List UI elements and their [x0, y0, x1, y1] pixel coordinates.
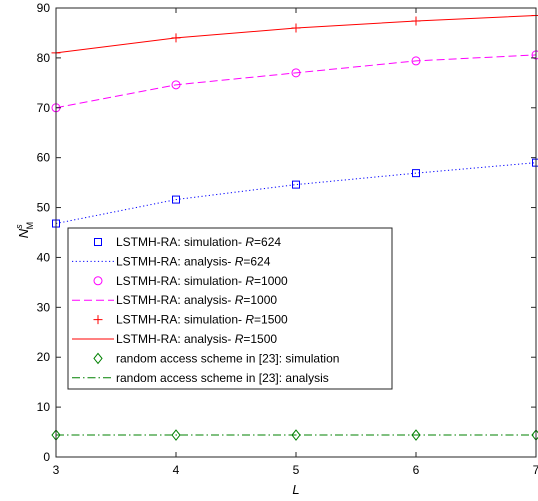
- legend-label: LSTMH-RA: analysis- R=624: [116, 254, 271, 268]
- legend-label-suffix: =624: [254, 235, 281, 249]
- legend-item-random-access-scheme-in-23-simulation: random access scheme in [23]: simulation: [93, 351, 339, 365]
- legend-label-prefix: LSTMH-RA: simulation-: [116, 313, 245, 327]
- legend-label-prefix: LSTMH-RA: analysis-: [116, 293, 235, 307]
- legend-item-lstmh-ra-analysis-r-624: LSTMH-RA: analysis- R=624: [72, 254, 271, 268]
- legend-label-prefix: random access scheme in [23]: analysis: [116, 371, 329, 385]
- legend-marker-square: [94, 238, 102, 246]
- y-tick-label-10: 10: [37, 400, 51, 414]
- legend-label-suffix: =1500: [254, 313, 288, 327]
- legend-label-param: R: [235, 293, 244, 307]
- legend-marker-circle: [93, 276, 103, 286]
- legend-item-lstmh-ra-simulation-r-1500: LSTMH-RA: simulation- R=1500: [93, 313, 288, 327]
- y-tick-label-20: 20: [37, 350, 51, 364]
- legend-label-suffix: =1000: [254, 274, 288, 288]
- legend-marker-diamond: [93, 352, 103, 365]
- y-tick-label-60: 60: [37, 151, 51, 165]
- legend-label-prefix: LSTMH-RA: analysis-: [116, 332, 235, 346]
- y-axis-label: NsM: [14, 222, 35, 238]
- line-lstmh-ra-analysis-r-624: [55, 162, 537, 225]
- y-tick-label-90: 90: [37, 1, 51, 15]
- x-tick-label-7: 7: [533, 463, 538, 477]
- legend-item-lstmh-ra-analysis-r-1000: LSTMH-RA: analysis- R=1000: [72, 293, 277, 307]
- series-lstmh-ra-simulation-r-1500: [51, 10, 538, 58]
- legend-label-param: R: [245, 274, 254, 288]
- x-tick-label-5: 5: [293, 463, 300, 477]
- legend-label: LSTMH-RA: simulation- R=624: [116, 235, 281, 249]
- data-point-diamond-6-2: [291, 429, 301, 441]
- legend-label-param: R: [235, 332, 244, 346]
- legend-label-suffix: =624: [243, 254, 270, 268]
- x-tick-label-6: 6: [413, 463, 420, 477]
- x-tick-label-4: 4: [173, 463, 180, 477]
- data-point-diamond-6-3: [411, 429, 421, 441]
- data-point-square-0-2: [292, 180, 300, 189]
- series-lstmh-ra-analysis-r-1000: [55, 54, 537, 109]
- y-tick-label-70: 70: [37, 101, 51, 115]
- series-lstmh-ra-analysis-r-624: [55, 162, 537, 225]
- legend-label: LSTMH-RA: analysis- R=1500: [116, 332, 277, 346]
- legend-marker-plus: [93, 315, 103, 325]
- legend-label-prefix: random access scheme in [23]: simulation: [116, 351, 339, 365]
- legend-item-lstmh-ra-simulation-r-624: LSTMH-RA: simulation- R=624: [94, 235, 281, 249]
- y-tick-label-80: 80: [37, 51, 51, 65]
- x-axis-label: L: [292, 482, 299, 497]
- legend-label: LSTMH-RA: simulation- R=1500: [116, 313, 288, 327]
- y-tick-label-30: 30: [37, 300, 51, 314]
- legend-label-suffix: =1000: [243, 293, 277, 307]
- x-tick-label-3: 3: [53, 463, 60, 477]
- y-tick-label-40: 40: [37, 250, 51, 264]
- legend-label-suffix: =1500: [243, 332, 277, 346]
- legend-label-param: R: [235, 254, 244, 268]
- legend-item-lstmh-ra-simulation-r-1000: LSTMH-RA: simulation- R=1000: [93, 274, 288, 288]
- line-lstmh-ra-analysis-r-1500: [55, 14, 537, 54]
- legend-box: [67, 227, 393, 390]
- legend-label-param: R: [245, 313, 254, 327]
- y-axis-label-superscript: s: [14, 224, 24, 229]
- series-lstmh-ra-simulation-r-1000: [51, 50, 538, 113]
- line-lstmh-ra-analysis-r-1000: [55, 54, 537, 109]
- legend-label-prefix: LSTMH-RA: simulation-: [116, 235, 245, 249]
- series-lstmh-ra-analysis-r-1500: [55, 14, 537, 54]
- y-tick-label-0: 0: [43, 450, 50, 464]
- legend-label: random access scheme in [23]: analysis: [116, 371, 329, 385]
- y-tick-label-50: 50: [37, 201, 51, 215]
- legend-label-param: R: [245, 235, 254, 249]
- legend-label-prefix: LSTMH-RA: analysis-: [116, 254, 235, 268]
- y-axis-label-subscript: M: [25, 222, 35, 230]
- legend-label: LSTMH-RA: analysis- R=1000: [116, 293, 277, 307]
- legend-label: LSTMH-RA: simulation- R=1000: [116, 274, 288, 288]
- legend-item-lstmh-ra-analysis-r-1500: LSTMH-RA: analysis- R=1500: [72, 332, 277, 346]
- legend-label-prefix: LSTMH-RA: simulation-: [116, 274, 245, 288]
- series-lstmh-ra-simulation-r-624: [52, 158, 538, 228]
- legend-label: random access scheme in [23]: simulation: [116, 351, 339, 365]
- y-axis-label-main: N: [16, 228, 31, 238]
- data-point-diamond-6-1: [171, 429, 181, 441]
- legend-item-random-access-scheme-in-23-analysis: random access scheme in [23]: analysis: [72, 371, 329, 385]
- data-point-square-0-3: [412, 169, 420, 178]
